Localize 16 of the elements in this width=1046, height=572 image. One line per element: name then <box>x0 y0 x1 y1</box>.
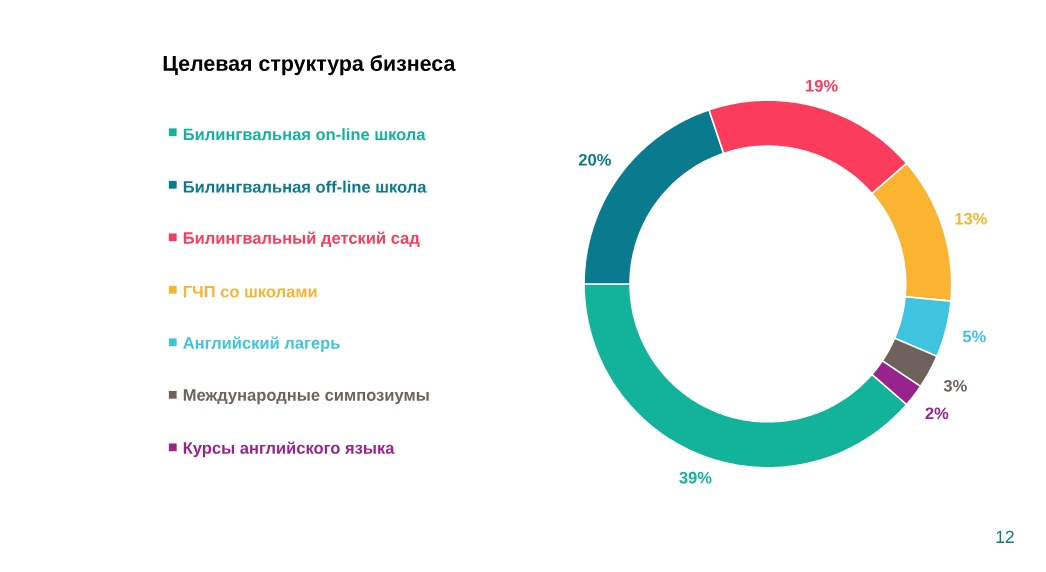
data-label: 20% <box>578 154 611 166</box>
data-label: 19% <box>806 80 838 92</box>
legend-label: Билингвальный детский сад <box>183 231 420 248</box>
data-label: 13% <box>955 212 987 225</box>
legend-label: Билингвальная off-line школа <box>183 180 427 193</box>
data-label: 2% <box>925 407 949 420</box>
legend-label: Международные симпозиумы <box>183 389 429 405</box>
text: 12 <box>996 530 1014 543</box>
legend-label: ГЧП со школами <box>183 286 317 298</box>
chart-title: Целевая структура бизнеса <box>163 55 456 76</box>
legend-label: Английский лагерь <box>183 336 340 353</box>
data-label: 39% <box>679 471 712 484</box>
legend-label: Билингвальная on-line школа <box>183 128 426 141</box>
data-label: 3% <box>943 380 967 392</box>
legend-label: Курсы английского языка <box>183 441 395 458</box>
data-label: 5% <box>962 330 986 343</box>
